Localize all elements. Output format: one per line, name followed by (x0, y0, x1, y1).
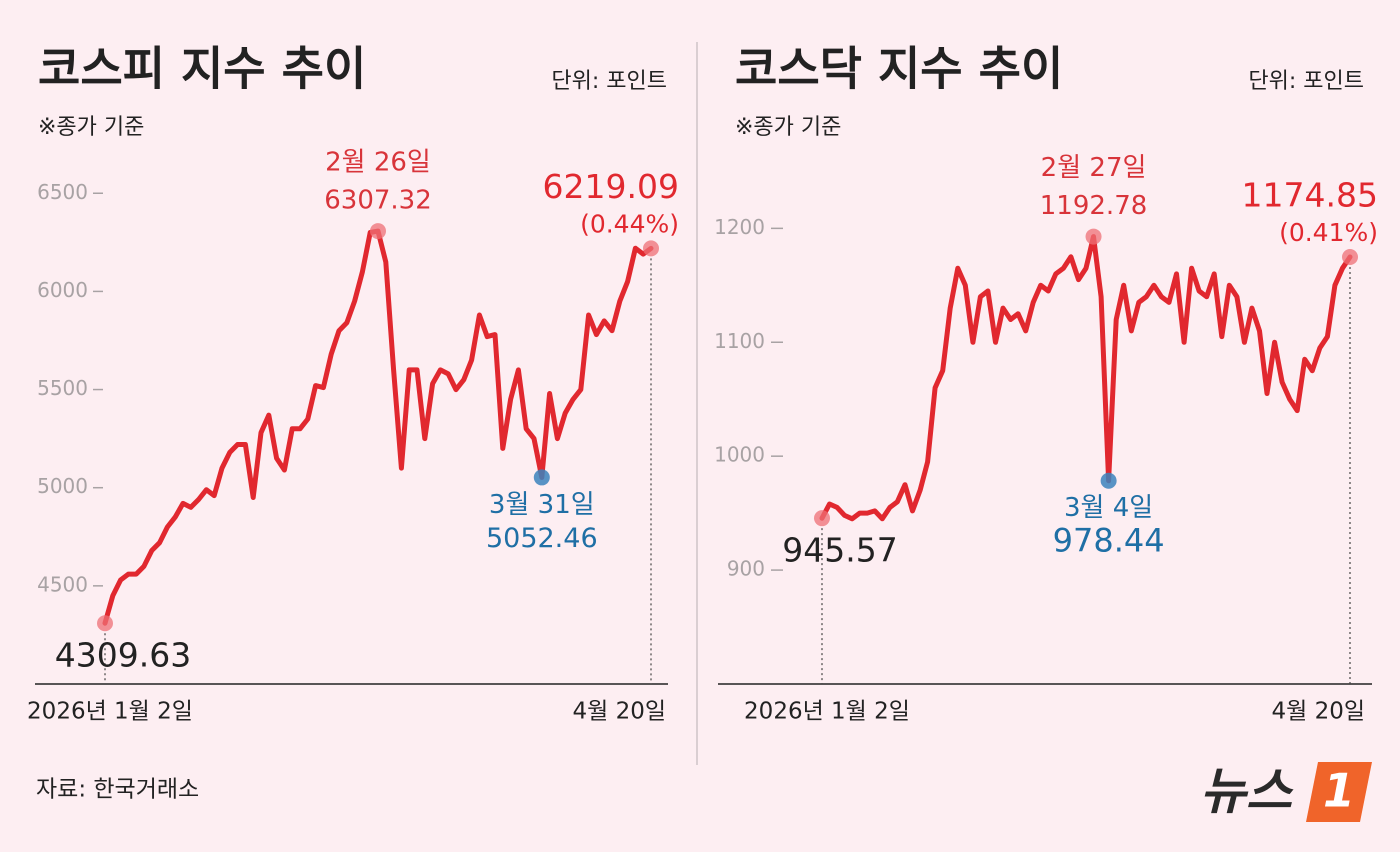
point-marker (1342, 248, 1358, 265)
value-label: 6219.09 (543, 167, 679, 206)
subtitle: ※종가 기준 (38, 115, 144, 140)
logo-text: 뉴스 (1200, 763, 1294, 821)
point-marker (97, 615, 113, 632)
logo-badge (1306, 762, 1372, 822)
x-tick-label: 4월 20일 (572, 699, 666, 725)
point-marker (370, 223, 386, 240)
date-label: 2월 27일 (1041, 153, 1147, 183)
y-tick-label: 5500 (37, 376, 88, 400)
y-tick-label: 1200 (714, 215, 765, 239)
chart-title: 코스피 지수 추이 (38, 42, 366, 96)
y-tick-label: 1100 (714, 329, 765, 353)
date-label: 3월 4일 (1064, 493, 1153, 523)
low-marker (533, 469, 550, 486)
y-tick-label: 5000 (37, 474, 88, 498)
unit-label: 단위: 포인트 (551, 69, 667, 94)
value-label: 4309.63 (55, 636, 191, 675)
x-tick-label: 2026년 1월 2일 (744, 699, 910, 725)
change-label: (0.44%) (580, 209, 679, 238)
change-label: (0.41%) (1279, 218, 1378, 247)
value-label: 978.44 (1053, 522, 1165, 560)
date-label: 2월 26일 (325, 148, 431, 178)
x-tick-label: 2026년 1월 2일 (27, 699, 193, 725)
value-label: 945.57 (782, 531, 897, 570)
chart-title: 코스닥 지수 추이 (735, 42, 1063, 96)
point-marker (643, 240, 659, 257)
source: 자료: 한국거래소 (36, 777, 199, 803)
series-line (819, 234, 1353, 522)
logo: 뉴스 1 (1200, 762, 1372, 822)
y-tick-label: 4500 (37, 572, 88, 596)
value-label: 1174.85 (1242, 175, 1378, 214)
value-label: 5052.46 (486, 523, 598, 554)
point-marker (814, 510, 830, 527)
y-tick-label: 6000 (37, 278, 88, 302)
x-tick-label: 4월 20일 (1271, 699, 1365, 725)
y-tick-label: 1000 (714, 443, 765, 467)
value-label: 1192.78 (1040, 191, 1148, 221)
y-tick-label: 900 (727, 557, 765, 581)
low-marker (1100, 472, 1117, 489)
date-label: 3월 31일 (489, 490, 595, 520)
y-tick-label: 6500 (37, 180, 88, 204)
logo-badge-text: 1 (1323, 764, 1355, 818)
subtitle: ※종가 기준 (735, 115, 841, 140)
point-marker (1085, 228, 1102, 245)
unit-label: 단위: 포인트 (1248, 69, 1364, 94)
value-label: 6307.32 (324, 186, 432, 216)
